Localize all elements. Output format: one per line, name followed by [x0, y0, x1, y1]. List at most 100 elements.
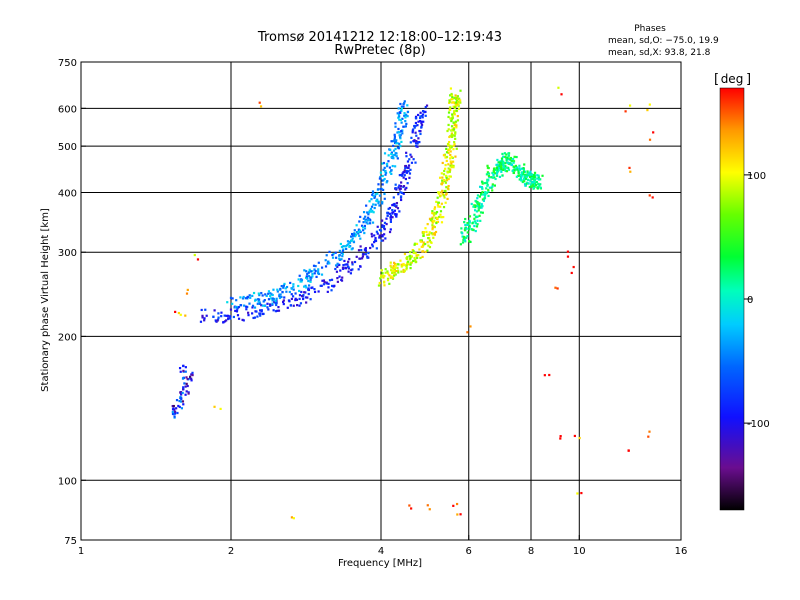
echo-point — [427, 237, 430, 240]
echo-point — [251, 306, 254, 309]
echo-point — [204, 308, 207, 311]
echo-point — [455, 126, 458, 129]
echo-point — [279, 288, 282, 291]
echo-point — [344, 266, 347, 269]
echo-point — [395, 270, 398, 273]
echo-point — [529, 170, 532, 173]
echo-point — [449, 106, 452, 109]
echo-point — [399, 102, 402, 106]
echo-point — [373, 241, 376, 244]
echo-point — [360, 257, 364, 260]
echo-point — [406, 160, 410, 163]
echo-point — [403, 100, 406, 103]
echo-point — [377, 284, 381, 287]
echo-point — [342, 248, 345, 251]
echo-point — [259, 314, 262, 317]
echo-point — [498, 166, 501, 170]
echo-point — [448, 135, 451, 139]
echo-point — [452, 105, 455, 108]
echo-point — [277, 309, 281, 312]
echo-point — [411, 131, 414, 134]
echo-point — [452, 127, 456, 130]
echo-point — [235, 299, 238, 302]
echo-point — [367, 219, 370, 222]
echo-point — [452, 164, 455, 168]
echo-point — [461, 232, 464, 235]
echo-point — [512, 161, 515, 164]
echo-point — [454, 97, 458, 100]
y-tick-label-300: 300 — [58, 248, 77, 259]
echo-point — [414, 124, 417, 128]
echo-point — [376, 225, 379, 228]
echo-point — [340, 251, 343, 255]
echo-point — [629, 170, 632, 173]
echo-point — [535, 183, 538, 187]
echo-point — [390, 156, 393, 159]
echo-point — [532, 186, 536, 189]
echo-point — [476, 215, 479, 218]
echo-point — [414, 121, 418, 125]
echo-point — [466, 231, 469, 234]
echo-point — [178, 405, 181, 409]
echo-point — [432, 225, 435, 228]
echo-point — [392, 196, 395, 199]
echo-point — [182, 403, 185, 406]
echo-point — [297, 278, 300, 281]
echo-point — [265, 294, 268, 297]
echo-point — [495, 167, 499, 170]
echo-point — [274, 299, 277, 303]
echo-point — [383, 284, 386, 287]
echo-point — [400, 121, 403, 124]
echo-point — [389, 218, 392, 221]
echo-point — [257, 292, 260, 295]
echo-point — [174, 310, 177, 314]
echo-point — [182, 386, 185, 389]
echo-point — [377, 200, 380, 203]
echo-point — [518, 174, 521, 177]
echo-point — [191, 373, 194, 377]
echo-point — [305, 270, 308, 273]
echo-point — [440, 172, 443, 175]
echo-point — [292, 285, 295, 288]
echo-point — [491, 185, 494, 188]
echo-point — [260, 291, 263, 295]
echo-point — [394, 183, 397, 186]
echo-point — [364, 248, 367, 252]
echo-point — [294, 292, 297, 295]
echo-point — [338, 257, 341, 260]
echo-point — [261, 312, 264, 316]
echo-point — [405, 268, 408, 271]
echo-point — [461, 235, 464, 238]
echo-point — [355, 255, 358, 258]
echo-point — [539, 186, 542, 189]
echo-point — [438, 176, 442, 179]
echo-point — [389, 264, 392, 267]
echo-point — [460, 227, 463, 230]
echo-point — [441, 189, 444, 192]
echo-point — [205, 314, 208, 317]
echo-point — [530, 183, 533, 186]
echo-point — [515, 175, 518, 178]
echo-point — [416, 145, 419, 148]
echo-point — [366, 222, 369, 225]
echo-point — [393, 204, 397, 207]
echo-point — [179, 313, 182, 316]
echo-point — [331, 256, 335, 259]
echo-point — [416, 142, 419, 145]
echo-point — [315, 275, 318, 278]
echo-point — [364, 220, 367, 223]
echo-point — [382, 276, 385, 279]
echo-point — [445, 151, 449, 154]
echo-point — [468, 224, 471, 227]
echo-point — [402, 171, 405, 174]
echo-point — [365, 204, 368, 207]
echo-point — [340, 279, 344, 282]
echo-point — [393, 262, 397, 266]
echo-point — [298, 304, 301, 307]
echo-point — [351, 268, 354, 271]
echo-point — [487, 188, 490, 192]
echo-point — [648, 430, 651, 433]
echo-point — [447, 163, 450, 166]
echo-point — [398, 134, 401, 137]
echo-point — [431, 210, 434, 213]
